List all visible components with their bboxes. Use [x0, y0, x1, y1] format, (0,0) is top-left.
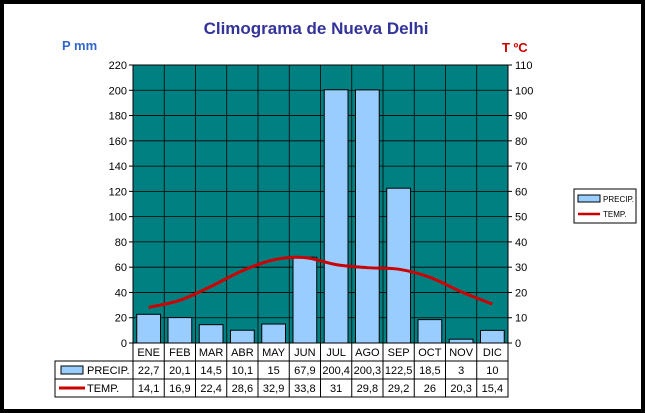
category-label: ENE	[137, 347, 160, 359]
precip-bar	[167, 317, 193, 344]
chart-title: Climograma de Nueva Delhi	[204, 19, 429, 38]
right-tick-label: 100	[515, 85, 533, 97]
category-label: SEP	[388, 347, 410, 359]
precip-bar	[386, 187, 411, 344]
precip-bar	[198, 324, 224, 344]
data-table: ENE FEB MAR ABR MAY JUN JUL AGO SEP OCT NOV DIC PREC…	[54, 342, 509, 398]
precip-bar	[417, 319, 443, 344]
precip-value: 122,5	[385, 365, 413, 377]
left-tick-label: 80	[115, 237, 127, 249]
plot-area: 0 20 40 60 80 100 120 140 160 180 200 220 0 10 20 30 40 5…	[109, 60, 534, 350]
precip-bar	[448, 338, 474, 344]
legend-box	[573, 188, 637, 224]
category-label: ABR	[231, 347, 254, 359]
right-tick-label: 10	[515, 313, 527, 325]
category-label: FEB	[169, 347, 190, 359]
right-axis-label: T ºC	[502, 40, 528, 55]
legend-temp-label: TEMP.	[603, 210, 626, 219]
precip-bar	[355, 89, 380, 344]
chart-frame: Climograma de Nueva Delhi P mm T ºC 0 20 4…	[4, 4, 641, 409]
temp-value: 29,2	[388, 383, 409, 395]
right-tick-label: 0	[515, 338, 521, 350]
category-label: JUL	[326, 347, 346, 359]
temp-value: 28,6	[232, 383, 253, 395]
left-tick-label: 40	[115, 287, 127, 299]
temp-value: 15,4	[482, 383, 503, 395]
right-tick-label: 30	[515, 262, 527, 274]
precip-value: 22,7	[138, 365, 159, 377]
legend-precip-label: PRECIP.	[603, 195, 634, 204]
legend: PRECIP. TEMP.	[573, 188, 637, 224]
temp-value: 14,1	[138, 383, 159, 395]
temp-value: 22,4	[200, 383, 221, 395]
category-label: DIC	[483, 347, 502, 359]
right-tick-label: 90	[515, 111, 527, 123]
left-tick-label: 100	[109, 212, 127, 224]
temp-row-header: TEMP.	[87, 383, 119, 395]
precip-row-header: PRECIP.	[87, 365, 130, 377]
temp-line	[148, 255, 493, 309]
right-tick-label: 110	[515, 60, 533, 72]
left-tick-label: 200	[109, 85, 127, 97]
left-tick-label: 120	[109, 186, 127, 198]
temp-value: 16,9	[169, 383, 190, 395]
precip-bar	[323, 89, 349, 344]
temp-value: 33,8	[294, 383, 315, 395]
precip-key	[60, 365, 84, 375]
left-axis-label: P mm	[62, 38, 97, 53]
right-tick-label: 70	[515, 161, 527, 173]
climograph-chart: Climograma de Nueva Delhi P mm T ºC 0 20 4…	[54, 19, 637, 398]
left-tick-label: 220	[109, 60, 127, 72]
precip-bar	[261, 323, 286, 344]
left-tick-label: 60	[115, 262, 127, 274]
left-tick-label: 180	[109, 111, 127, 123]
precip-value: 200,3	[354, 365, 382, 377]
precip-bar	[136, 313, 161, 344]
temp-value: 26	[424, 383, 436, 395]
temp-value: 29,8	[357, 383, 378, 395]
precip-bar	[480, 329, 505, 344]
category-label: MAY	[262, 347, 286, 359]
precip-value: 20,1	[169, 365, 190, 377]
right-tick-label: 60	[515, 186, 527, 198]
precip-bar	[230, 329, 255, 344]
right-tick-label: 20	[515, 287, 527, 299]
precip-value: 14,5	[200, 365, 221, 377]
left-tick-label: 160	[109, 136, 127, 148]
right-tick-label: 40	[515, 237, 527, 249]
precip-bar	[292, 256, 318, 344]
legend-precip-key	[577, 194, 601, 203]
category-label: JUN	[294, 347, 315, 359]
precip-value: 3	[458, 365, 464, 377]
precip-value: 200,4	[322, 365, 350, 377]
temp-value: 31	[330, 383, 342, 395]
category-label: OCT	[418, 347, 442, 359]
precip-value: 10,1	[232, 365, 253, 377]
left-tick-label: 0	[121, 338, 127, 350]
temp-value: 20,3	[450, 383, 471, 395]
right-tick-label: 50	[515, 212, 527, 224]
precip-value: 15	[268, 365, 280, 377]
category-label: AGO	[355, 347, 380, 359]
left-tick-label: 20	[115, 313, 127, 325]
temp-value: 32,9	[263, 383, 284, 395]
category-label: MAR	[199, 347, 224, 359]
precip-value: 18,5	[419, 365, 440, 377]
category-label: NOV	[449, 347, 474, 359]
left-tick-label: 140	[109, 161, 127, 173]
precip-value: 10	[486, 365, 498, 377]
right-tick-label: 80	[515, 136, 527, 148]
precip-value: 67,9	[294, 365, 315, 377]
